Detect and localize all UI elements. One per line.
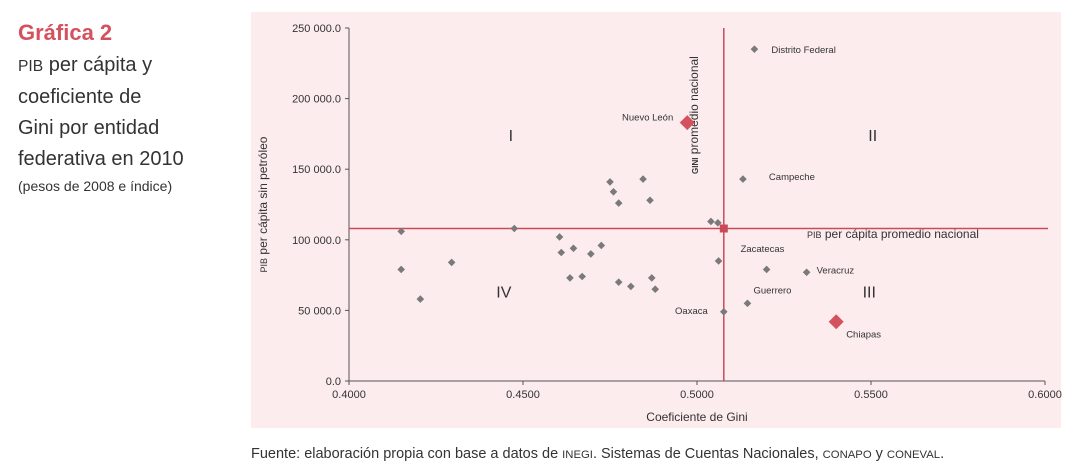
subtitle-text: Gini por entidad xyxy=(18,117,160,139)
data-point xyxy=(397,265,405,274)
data-point xyxy=(447,258,456,267)
subtitle-text: coeficiente de xyxy=(18,86,142,108)
data-point xyxy=(397,227,405,236)
data-point xyxy=(566,274,574,282)
highlight-point xyxy=(828,314,844,330)
point-label: Nuevo León xyxy=(622,113,673,124)
chart-subtitle: PIB per cápita y coeficiente de Gini por… xyxy=(18,50,238,175)
data-point xyxy=(743,299,752,308)
x-tick-label: 0.4500 xyxy=(506,389,540,401)
data-point xyxy=(714,219,722,227)
y-tick-label: 150 000.0 xyxy=(292,164,341,176)
data-point xyxy=(647,274,656,282)
x-tick-label: 0.5000 xyxy=(680,389,714,401)
source-text: . xyxy=(940,446,945,462)
y-tick-label: 200 000.0 xyxy=(292,94,341,106)
chart-unit: (pesos de 2008 e índice) xyxy=(18,178,173,194)
subtitle-text: per cápita y xyxy=(43,54,153,76)
data-point xyxy=(651,285,660,294)
data-point xyxy=(627,282,635,291)
data-point xyxy=(614,278,623,286)
point-label: Guerrero xyxy=(753,285,791,296)
x-tick-label: 0.4000 xyxy=(332,389,366,401)
data-point xyxy=(714,257,723,265)
subtitle-line: Gini por entidad xyxy=(18,113,238,144)
chart-header: Gráfica 2 PIB per cápita y coeficiente d… xyxy=(18,20,238,195)
point-label: Chiapas xyxy=(846,330,881,341)
data-point xyxy=(569,244,578,253)
y-axis-label: PIB per cápita sin petróleo xyxy=(256,136,270,272)
subtitle-smallcaps: PIB xyxy=(18,58,44,75)
source-smallcaps: CONEVAL xyxy=(886,449,941,461)
x-tick-label: 0.6000 xyxy=(1028,389,1062,401)
chart-number: Gráfica 2 xyxy=(18,20,113,45)
data-point xyxy=(587,250,595,258)
plot-background xyxy=(251,12,1061,428)
data-point xyxy=(739,175,747,183)
point-label: Veracruz xyxy=(817,265,855,276)
subtitle-line: coeficiente de xyxy=(18,82,238,113)
y-tick-label: 250 000.0 xyxy=(292,23,341,35)
quadrant-label: III xyxy=(863,285,876,302)
pib-reference-label: PIB per cápita promedio nacional xyxy=(807,227,979,241)
x-tick-label: 0.5500 xyxy=(854,389,888,401)
data-point xyxy=(614,199,623,207)
point-label: Campeche xyxy=(769,172,815,183)
x-axis-label: Coeficiente de Gini xyxy=(646,410,747,424)
data-point xyxy=(719,308,728,316)
source-text: y xyxy=(871,446,887,462)
quadrant-label: IV xyxy=(496,285,511,302)
y-tick-label: 50 000.0 xyxy=(298,305,341,317)
point-label: Distrito Federal xyxy=(771,45,835,56)
reference-intersection xyxy=(719,224,728,233)
data-point xyxy=(597,241,606,250)
data-point xyxy=(802,268,811,277)
quadrant-label: II xyxy=(868,128,877,145)
source-text: . Sistemas de Cuentas Nacionales, xyxy=(592,446,823,462)
highlight-point xyxy=(679,115,695,131)
data-point xyxy=(762,265,771,274)
y-tick-label: 0.0 xyxy=(326,376,341,388)
data-point xyxy=(750,45,759,53)
point-label: Zacatecas xyxy=(741,244,785,255)
source-smallcaps: INEGI xyxy=(562,449,593,461)
data-point xyxy=(639,175,647,183)
data-point xyxy=(555,233,564,241)
gini-reference-label: GINI promedio nacional xyxy=(687,56,701,174)
data-point xyxy=(707,217,715,226)
source-text: Fuente: elaboración propia con base a da… xyxy=(251,446,563,462)
source-smallcaps: CONAPO xyxy=(822,449,872,461)
quadrant-label: I xyxy=(509,128,513,145)
data-point xyxy=(606,178,614,186)
subtitle-line: federativa en 2010 xyxy=(18,144,238,175)
data-point xyxy=(609,187,618,196)
data-point xyxy=(557,248,566,257)
y-tick-label: 100 000.0 xyxy=(292,235,341,247)
subtitle-text: federativa en 2010 xyxy=(18,148,184,170)
data-point xyxy=(578,272,586,281)
data-point xyxy=(416,295,425,303)
data-point xyxy=(510,224,519,233)
point-label: Oaxaca xyxy=(675,306,708,317)
data-point xyxy=(646,196,654,205)
subtitle-line: PIB per cápita y xyxy=(18,50,238,82)
source-note: Fuente: elaboración propia con base a da… xyxy=(251,446,944,462)
